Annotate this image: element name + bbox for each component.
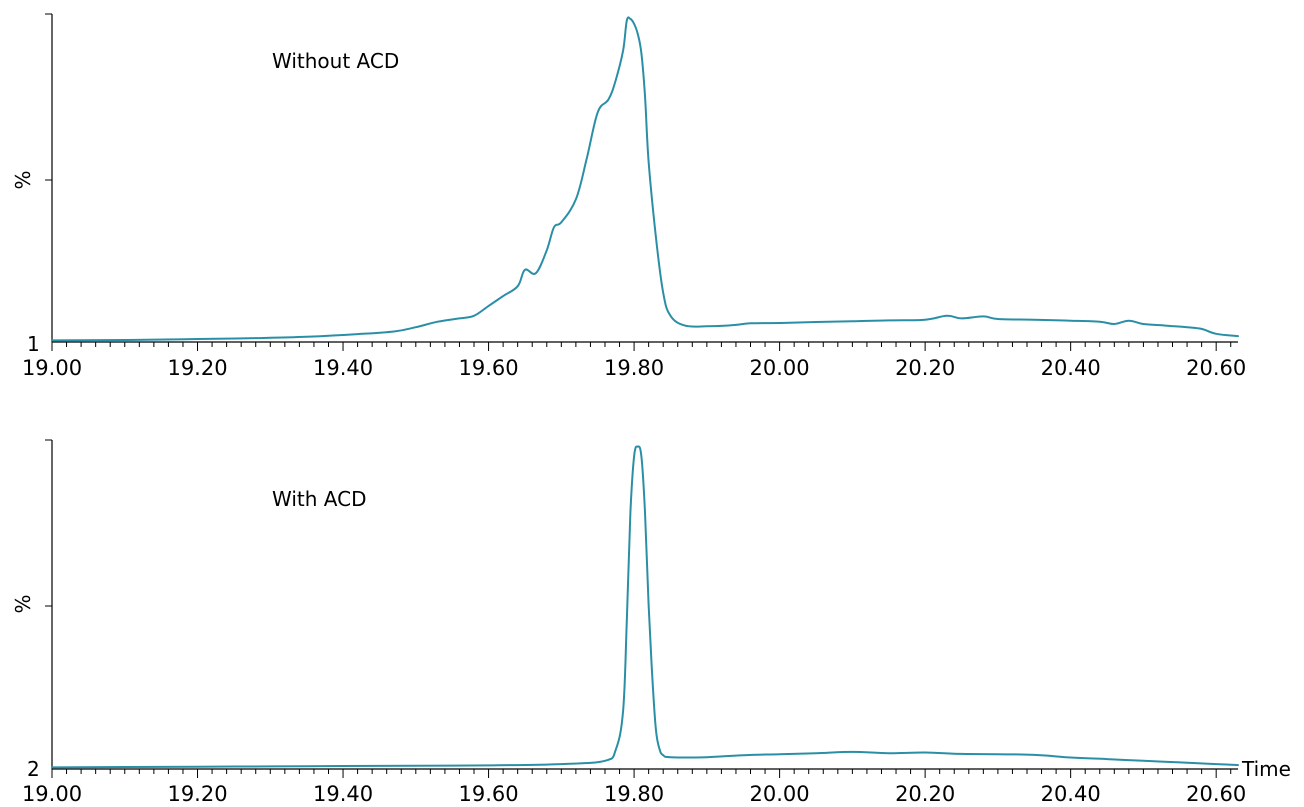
x-tick-label: 19.80 [604,782,664,806]
corner-label: 1 [27,332,40,356]
x-tick-label: 20.20 [895,356,955,380]
x-axis-tick-labels: 19.00 19.20 19.40 19.60 19.80 20.00 20.20 20.40… [22,782,1246,806]
corner-label: 2 [27,757,40,781]
x-tick-label: 20.60 [1186,356,1246,380]
x-tick-label: 20.20 [895,782,955,806]
panel-without-acd: Without ACD % 1 19.00 19.20 19.40 19.60 19.8… [11,13,1246,380]
y-axis-label: % [11,170,35,189]
x-axis-ticks [45,13,1232,351]
x-tick-label: 20.00 [750,356,810,380]
chromatogram-trace [51,445,1239,769]
x-tick-label: 19.60 [459,782,519,806]
chromatogram-trace [51,16,1239,342]
panel-with-acd: With ACD % 2 Time 19.00 19.20 19.40 19.60 19… [11,439,1291,806]
x-tick-label: 19.80 [604,356,664,380]
x-axis-label: Time [1241,757,1291,781]
x-tick-label: 19.40 [313,782,373,806]
panel-annotation: Without ACD [272,49,399,73]
x-tick-label: 19.20 [167,356,227,380]
x-tick-label: 19.40 [313,356,373,380]
x-tick-label: 19.00 [22,782,82,806]
x-tick-label: 20.00 [750,782,810,806]
x-tick-label: 20.40 [1041,356,1101,380]
y-axis-label: % [11,594,35,613]
x-axis-tick-labels: 19.00 19.20 19.40 19.60 19.80 20.00 20.20 20.40… [22,356,1246,380]
x-axis-ticks [45,439,1232,778]
x-tick-label: 19.60 [459,356,519,380]
panel-annotation: With ACD [272,487,366,511]
x-tick-label: 20.40 [1041,782,1101,806]
x-tick-label: 20.60 [1186,782,1246,806]
x-tick-label: 19.00 [22,356,82,380]
x-tick-label: 19.20 [167,782,227,806]
